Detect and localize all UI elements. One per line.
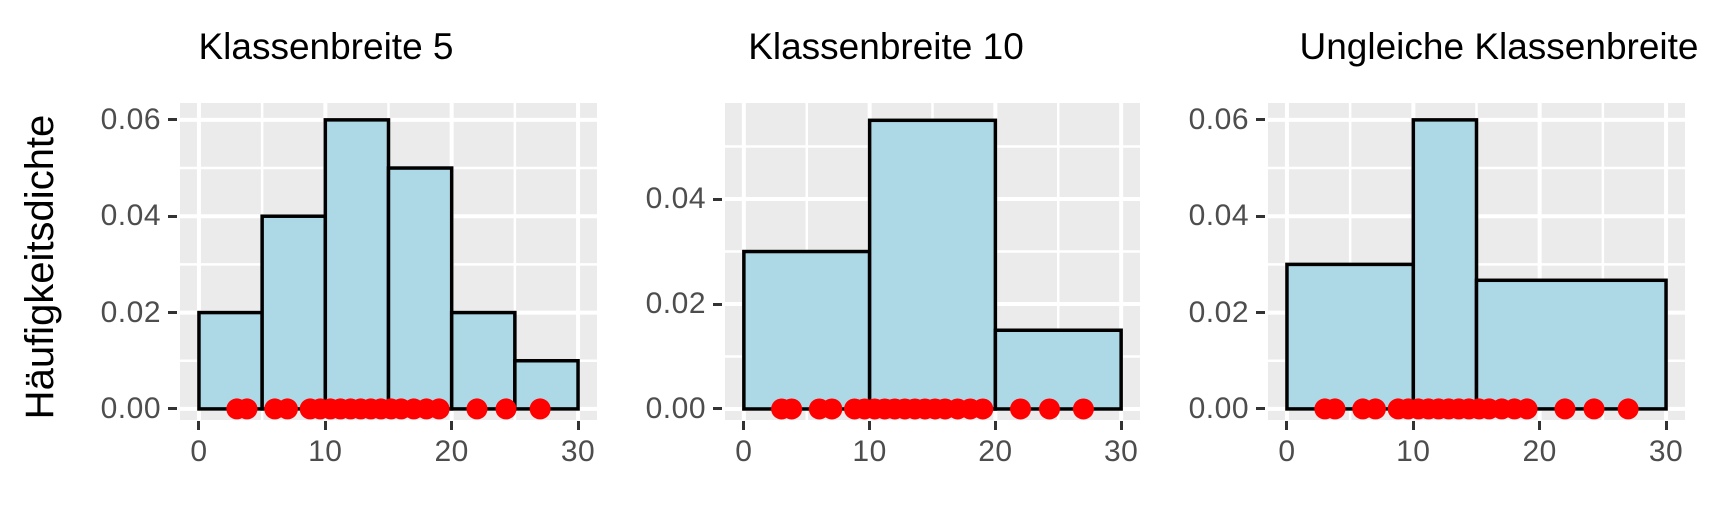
x-tick-mark xyxy=(576,421,580,430)
y-tick-mark xyxy=(168,311,177,315)
x-tick-label: 10 xyxy=(1396,435,1431,468)
y-tick-label: 0.06 xyxy=(100,102,161,136)
rug-dot xyxy=(1583,398,1605,420)
rug-dot xyxy=(972,398,994,420)
y-tick-mark xyxy=(713,407,722,411)
histogram-panel xyxy=(1268,103,1685,420)
rug-dot xyxy=(495,398,517,420)
rug-dot xyxy=(781,398,803,420)
histogram-panel xyxy=(180,103,597,420)
y-tick-label: 0.02 xyxy=(1188,295,1249,329)
rug-dot xyxy=(1516,398,1538,420)
histogram-bar xyxy=(260,214,328,411)
y-tick-label: 0.00 xyxy=(1188,391,1249,425)
rug-dot xyxy=(1038,398,1060,420)
x-tick-mark xyxy=(1538,421,1542,430)
rug-dot xyxy=(466,398,488,420)
x-tick-mark xyxy=(742,421,746,430)
plot-title: Klassenbreite 10 xyxy=(748,26,1024,67)
histogram-bar xyxy=(742,249,872,411)
y-tick-label: 0.04 xyxy=(645,182,706,216)
histogram-bar xyxy=(993,328,1123,411)
y-tick-mark xyxy=(1256,407,1265,411)
rug-dot xyxy=(1617,398,1639,420)
x-tick-label: 30 xyxy=(1103,435,1139,468)
x-tick-mark xyxy=(1119,421,1123,430)
rug-dot xyxy=(1010,398,1032,420)
plot-title: Klassenbreite 5 xyxy=(198,26,454,67)
x-tick-label: 30 xyxy=(1648,435,1684,468)
y-tick-mark xyxy=(168,407,177,411)
x-tick-label: 10 xyxy=(308,435,343,468)
y-tick-mark xyxy=(1256,118,1265,122)
x-tick-mark xyxy=(1411,421,1415,430)
x-tick-mark xyxy=(993,421,997,430)
x-tick-label: 20 xyxy=(1522,435,1557,468)
y-tick-label: 0.02 xyxy=(100,295,161,329)
y-tick-mark xyxy=(168,118,177,122)
y-tick-mark xyxy=(168,214,177,218)
histogram-bar xyxy=(867,118,998,411)
rug-dot xyxy=(529,398,551,420)
histogram-bar xyxy=(1285,262,1416,411)
y-tick-label: 0.04 xyxy=(1188,199,1249,233)
histogram-bar xyxy=(323,118,391,411)
x-tick-mark xyxy=(197,421,201,430)
rug-dot xyxy=(1554,398,1576,420)
x-tick-mark xyxy=(1285,421,1289,430)
x-tick-label: 20 xyxy=(978,435,1013,468)
x-tick-mark xyxy=(323,421,327,430)
rug-dot xyxy=(1364,398,1386,420)
rug-dot xyxy=(1324,398,1346,420)
rug-dot xyxy=(821,398,843,420)
y-tick-label: 0.06 xyxy=(1188,102,1249,136)
x-tick-label: 10 xyxy=(852,435,887,468)
histogram-bar xyxy=(386,166,454,411)
y-tick-label: 0.02 xyxy=(645,287,706,320)
histogram-panel xyxy=(725,103,1140,420)
x-tick-mark xyxy=(1664,421,1668,430)
rug-dot xyxy=(1072,398,1094,420)
x-tick-mark xyxy=(450,421,454,430)
histogram-bar xyxy=(1474,278,1668,411)
x-tick-label: 0 xyxy=(1278,435,1296,468)
x-tick-label: 0 xyxy=(190,435,208,468)
histogram-bar xyxy=(1411,118,1479,411)
y-tick-mark xyxy=(1256,311,1265,315)
y-tick-mark xyxy=(713,197,722,201)
y-tick-label: 0.00 xyxy=(645,391,706,425)
x-tick-label: 20 xyxy=(434,435,469,468)
plot-title: Ungleiche Klassenbreite xyxy=(1299,26,1699,67)
x-tick-label: 0 xyxy=(735,435,753,468)
y-tick-mark xyxy=(713,302,722,306)
rug-dot xyxy=(276,398,298,420)
y-tick-mark xyxy=(1256,214,1265,218)
rug-dot xyxy=(236,398,258,420)
y-tick-label: 0.04 xyxy=(100,199,161,233)
x-tick-mark xyxy=(868,421,872,430)
y-tick-label: 0.00 xyxy=(100,391,161,425)
rug-dot xyxy=(428,398,450,420)
x-tick-label: 30 xyxy=(560,435,596,468)
